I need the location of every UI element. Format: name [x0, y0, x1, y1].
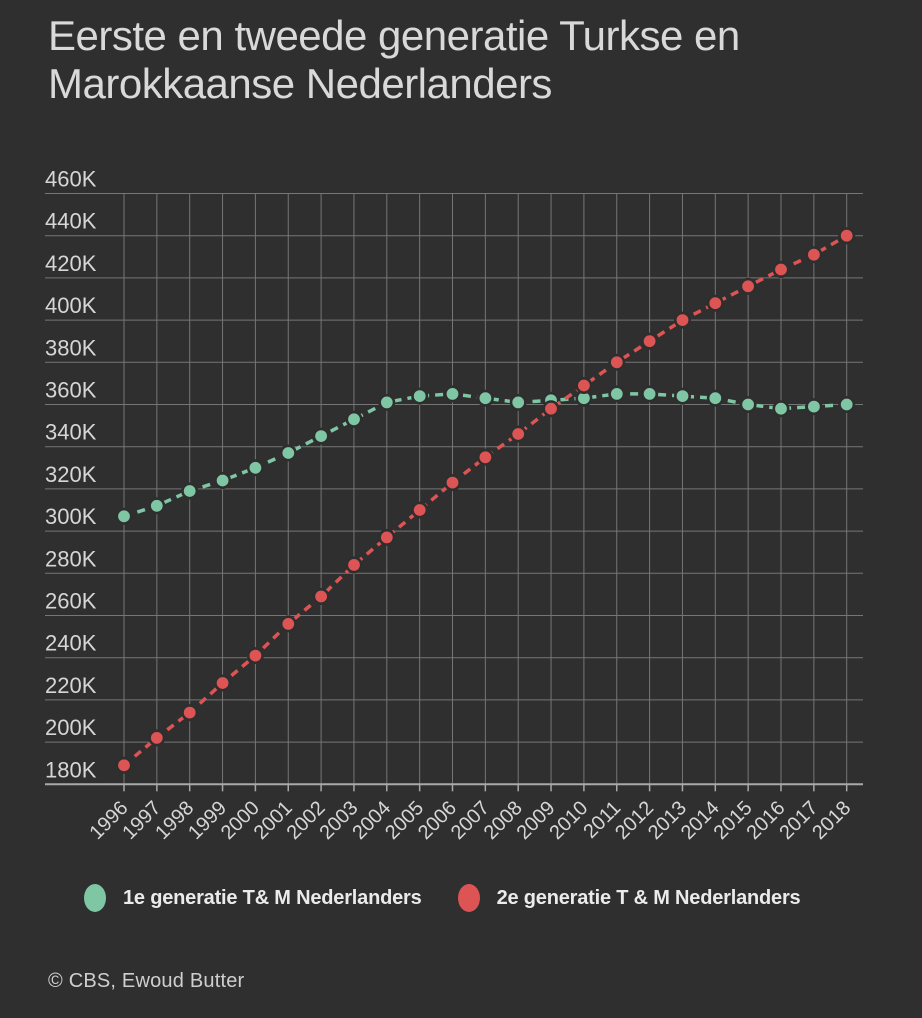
- y-tick-label: 340K: [45, 420, 97, 445]
- y-tick-label: 320K: [45, 462, 97, 487]
- data-point: [443, 474, 461, 492]
- data-point: [411, 501, 429, 519]
- legend-item-2e-generatie: 2e generatie T & M Nederlanders: [457, 884, 801, 912]
- data-point: [312, 427, 330, 445]
- data-point: [476, 389, 494, 407]
- data-point: [706, 389, 724, 407]
- data-point: [838, 395, 856, 413]
- legend-item-1e-generatie: 1e generatie T& M Nederlanders: [84, 884, 422, 912]
- data-point: [706, 294, 724, 312]
- y-tick-label: 200K: [45, 715, 97, 740]
- credit-line: © CBS, Ewoud Butter: [48, 970, 245, 992]
- data-point: [246, 459, 264, 477]
- y-tick-label: 280K: [45, 546, 97, 571]
- x-axis: [45, 783, 863, 792]
- data-point: [411, 387, 429, 405]
- y-tick-label: 440K: [45, 209, 97, 234]
- page-title: Eerste en tweede generatie Turkse en Mar…: [48, 12, 740, 108]
- data-point: [279, 444, 297, 462]
- data-point: [378, 528, 396, 546]
- data-point: [476, 448, 494, 466]
- data-point: [246, 647, 264, 665]
- x-tick-label: 2018: [808, 797, 855, 844]
- data-point: [312, 587, 330, 605]
- data-point: [214, 471, 232, 489]
- data-point: [345, 556, 363, 574]
- y-tick-label: 260K: [45, 589, 97, 614]
- y-tick-label: 300K: [45, 504, 97, 529]
- data-point: [509, 425, 527, 443]
- data-point: [181, 482, 199, 500]
- data-point: [805, 398, 823, 416]
- y-tick-label: 400K: [45, 293, 97, 318]
- data-point: [148, 729, 166, 747]
- data-point: [345, 410, 363, 428]
- y-tick-label: 380K: [45, 335, 97, 360]
- data-point: [378, 393, 396, 411]
- y-tick-label: 220K: [45, 673, 97, 698]
- legend-label-2e-generatie: 2e generatie T & M Nederlanders: [496, 886, 801, 909]
- y-axis-labels: 180K 200K 220K 240K 260K 280K 300K 320K 340K 360K…: [45, 167, 97, 783]
- data-point: [214, 674, 232, 692]
- chart-legend: 1e generatie T& M Nederlanders 2e genera…: [84, 884, 801, 912]
- data-point: [739, 395, 757, 413]
- series-1e-generatie: [115, 385, 856, 525]
- data-point: [181, 704, 199, 722]
- data-point: [838, 227, 856, 245]
- data-point: [575, 376, 593, 394]
- legend-label-1e-generatie: 1e generatie T& M Nederlanders: [123, 886, 422, 909]
- y-tick-label: 180K: [45, 757, 97, 782]
- data-point: [608, 353, 626, 371]
- data-point: [608, 385, 626, 403]
- series-2e-generatie: [115, 227, 856, 774]
- data-point: [805, 246, 823, 264]
- y-tick-label: 240K: [45, 631, 97, 656]
- data-point: [279, 615, 297, 633]
- data-point: [772, 260, 790, 278]
- y-tick-label: 360K: [45, 378, 97, 403]
- data-point: [443, 385, 461, 403]
- legend-marker-green-icon: [84, 884, 106, 912]
- data-point: [772, 400, 790, 418]
- data-point: [641, 385, 659, 403]
- x-axis-labels: 1996199719981999200020012002200320042005…: [86, 797, 856, 844]
- data-point: [673, 387, 691, 405]
- legend-marker-red-icon: [457, 884, 480, 912]
- data-point: [115, 756, 133, 774]
- data-point: [115, 507, 133, 525]
- y-tick-label: 420K: [45, 251, 97, 276]
- y-tick-label: 460K: [45, 167, 97, 192]
- data-point: [148, 497, 166, 515]
- data-point: [641, 332, 659, 350]
- data-point: [739, 277, 757, 295]
- data-point: [542, 400, 560, 418]
- data-point: [509, 393, 527, 411]
- line-chart: 180K 200K 220K 240K 260K 280K 300K 320K 340K 360K…: [45, 167, 863, 844]
- data-point: [673, 311, 691, 329]
